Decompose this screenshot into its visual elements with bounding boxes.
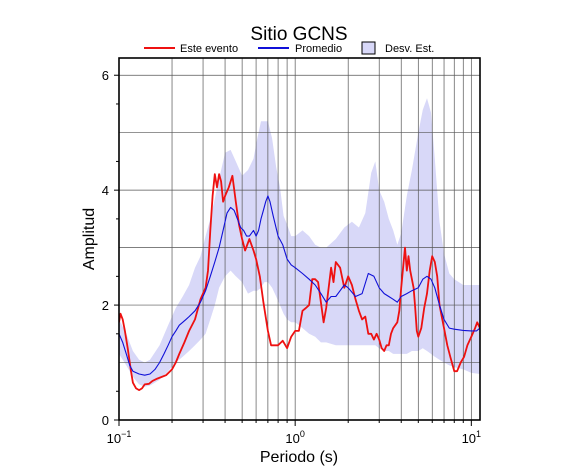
y-axis-label: Amplitud xyxy=(81,208,98,270)
legend-swatch-desv-est xyxy=(361,41,376,55)
y-tick-label: 2 xyxy=(102,298,109,313)
x-tick-label: 10−1 xyxy=(107,429,132,446)
plot-clip-group xyxy=(119,58,480,420)
legend-label-desv-est: Desv. Est. xyxy=(385,43,434,55)
series-line-promedio xyxy=(119,195,480,376)
x-tick-label: 100 xyxy=(285,429,304,446)
x-axis-label: Periodo (s) xyxy=(260,449,338,466)
series-line-este-evento xyxy=(119,173,480,391)
x-tick-label: 101 xyxy=(462,429,481,446)
y-tick-label: 6 xyxy=(102,68,109,83)
y-tick-label: 4 xyxy=(102,183,109,198)
std-dev-band xyxy=(119,98,480,387)
plot-frame xyxy=(118,57,481,421)
legend-label-este-evento: Este evento xyxy=(180,43,238,55)
legend: Este evento Promedio Desv. Est. xyxy=(144,41,434,55)
plot-area: 0 2 4 6 10−1 100 101 xyxy=(102,57,481,446)
legend-label-promedio: Promedio xyxy=(295,43,342,55)
y-tick-label: 0 xyxy=(102,413,109,428)
chart-title: Sitio GCNS xyxy=(250,24,347,45)
